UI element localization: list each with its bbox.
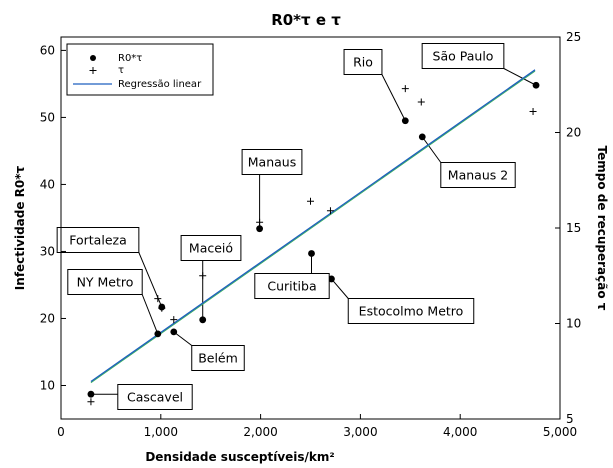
tau-point (199, 272, 207, 280)
tau-point (529, 107, 537, 115)
y-left-tick-label: 40 (40, 177, 55, 191)
annotation-leader-line (331, 278, 349, 299)
y-right-tick-label: 15 (566, 221, 581, 235)
annotation-leader-line (173, 331, 193, 346)
tau-point (170, 316, 178, 324)
annotation-box (67, 269, 143, 295)
r0tau-point (154, 330, 162, 338)
legend: R0*τ τ Regressão linear (66, 43, 214, 96)
y-left-tick-label: 30 (40, 244, 55, 258)
tau-point (154, 295, 162, 303)
annotation-leader-line (141, 294, 159, 335)
r0tau-point (328, 275, 335, 283)
annotation-label: Maceió (189, 241, 233, 256)
r0tau-point (532, 81, 540, 89)
annotation-box (56, 227, 140, 253)
x-tick-label: 5,000 (543, 425, 577, 439)
tau-point (326, 207, 334, 215)
r0tau-point (170, 328, 178, 336)
y-left-tick-label: 20 (40, 311, 55, 325)
marks-layer (87, 69, 540, 406)
annotation-label: Estocolmo Metro (359, 304, 464, 319)
legend-box (66, 43, 214, 96)
r0tau-point (256, 225, 264, 233)
r0tau-point (308, 250, 315, 257)
annotation-box (421, 43, 505, 69)
annotation-label: Curitiba (267, 279, 316, 294)
annotation-box (343, 49, 383, 75)
y-right-tick-label: 5 (566, 412, 574, 426)
annotation-label: Fortaleza (69, 233, 126, 248)
legend-plus-marker (89, 67, 97, 74)
regression-line-shadow (90, 70, 536, 384)
y-right-tick-label: 20 (566, 126, 581, 140)
annotation-box (191, 345, 245, 371)
annotation-label: Rio (353, 55, 373, 70)
annotation-label: Belém (198, 351, 238, 366)
annotation-box (241, 149, 303, 175)
r0tau-point (87, 390, 95, 398)
y-left-tick-label: 50 (40, 110, 55, 124)
x-tick-label: 0 (57, 425, 65, 439)
y-axis-label-left: Infectividade R0*τ (13, 165, 27, 290)
tau-point (158, 304, 166, 312)
x-tick-label: 1,000 (144, 425, 178, 439)
y-axis-label-right: Tempo de recuperação τ (595, 146, 609, 311)
annotation-box (440, 162, 516, 188)
y-left-tick-label: 60 (40, 43, 55, 57)
annotation-box (117, 384, 193, 410)
annotation-label: Manaus (248, 155, 296, 170)
r0tau-point (418, 133, 426, 141)
annotation-leader-line (503, 68, 537, 86)
y-left-tick-label: 10 (40, 378, 55, 392)
x-axis-label: Densidade susceptíveis/km² (145, 450, 334, 464)
annotation-label: Cascavel (127, 390, 183, 405)
chart-title: R0*τ e τ (271, 11, 341, 29)
annotation-label: Manaus 2 (448, 168, 508, 183)
annotation-box (254, 273, 330, 299)
annotation-label: São Paulo (433, 49, 494, 64)
legend-label-r0tau: R0*τ (118, 53, 142, 64)
annotation-label: NY Metro (77, 275, 134, 290)
r0tau-point (199, 316, 207, 324)
y-right-tick-label: 25 (566, 30, 581, 44)
ticks-layer: 0 1,000 2,000 3,000 4,000 5,000 10 20 30 40 50 60 5 1… (40, 30, 582, 439)
regression-line (90, 69, 536, 383)
annotation-box (347, 298, 475, 324)
tau-point (417, 98, 425, 106)
annotation-box (180, 235, 242, 261)
r0tau-point (401, 117, 409, 125)
annotation-boxes: Rio São Paulo Manaus Manaus 2 Fortaleza Macei… (56, 43, 516, 410)
tau-point (307, 197, 314, 205)
x-tick-label: 4,000 (443, 425, 477, 439)
x-tick-label: 3,000 (343, 425, 377, 439)
legend-label-regression: Regressão linear (118, 79, 202, 90)
tau-point (87, 398, 95, 406)
legend-label-tau: τ (118, 65, 124, 76)
tau-point (256, 218, 264, 226)
tau-point (401, 85, 409, 93)
annotation-leader-line (381, 74, 406, 121)
annotation-leader-line (421, 136, 442, 163)
x-tick-label: 2,000 (243, 425, 277, 439)
legend-circle-marker (90, 55, 96, 61)
y-right-tick-label: 10 (566, 317, 581, 331)
